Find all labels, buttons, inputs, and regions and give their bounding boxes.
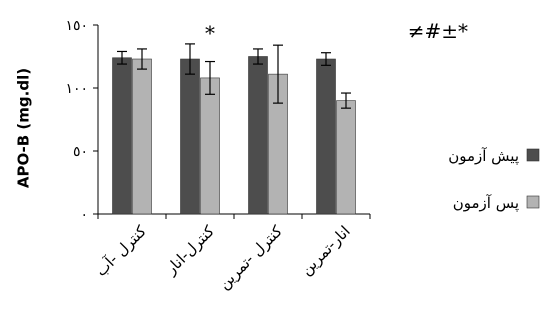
bar bbox=[200, 77, 220, 215]
bar bbox=[316, 58, 336, 215]
legend: پیش آزمون پس آزمون bbox=[448, 147, 540, 213]
bar bbox=[132, 58, 152, 215]
significance-marker: * bbox=[205, 21, 215, 45]
x-tick-label: کنترل-انار bbox=[161, 221, 218, 278]
legend-label: پس آزمون bbox=[453, 194, 519, 213]
x-tick-label: کنترل -تمرین bbox=[215, 221, 287, 293]
legend-label: پیش آزمون bbox=[448, 147, 519, 166]
bar bbox=[180, 58, 200, 215]
legend-swatch bbox=[526, 195, 540, 209]
legend-swatch bbox=[526, 148, 540, 162]
bar bbox=[248, 56, 268, 215]
annotations: * ≠#±* bbox=[205, 19, 468, 45]
x-tick-label: انار-تمرین bbox=[297, 222, 354, 279]
y-axis-label: APO-B (mg.dl) bbox=[15, 68, 33, 188]
significance-note: ≠#±* bbox=[408, 19, 468, 43]
bar bbox=[336, 100, 356, 215]
x-tick-label: کنترل -آب bbox=[92, 221, 150, 279]
y-tick-label: ١٥٠ bbox=[65, 18, 88, 34]
y-axis-label-group: APO-B (mg.dl) bbox=[15, 68, 33, 188]
bars bbox=[112, 43, 356, 215]
y-tick-label: ٠ bbox=[80, 207, 88, 223]
bar bbox=[112, 57, 132, 215]
y-tick-label: ١٠٠ bbox=[65, 81, 88, 97]
y-tick-label: ٥٠ bbox=[73, 144, 88, 160]
